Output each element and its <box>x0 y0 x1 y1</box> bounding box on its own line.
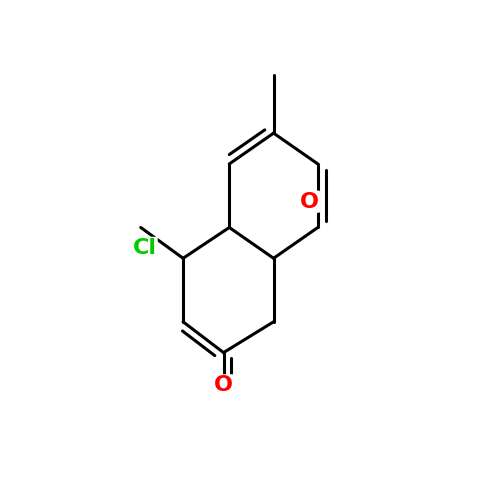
Text: Cl: Cl <box>132 238 156 258</box>
Text: O: O <box>214 376 233 396</box>
Text: O: O <box>300 192 319 212</box>
